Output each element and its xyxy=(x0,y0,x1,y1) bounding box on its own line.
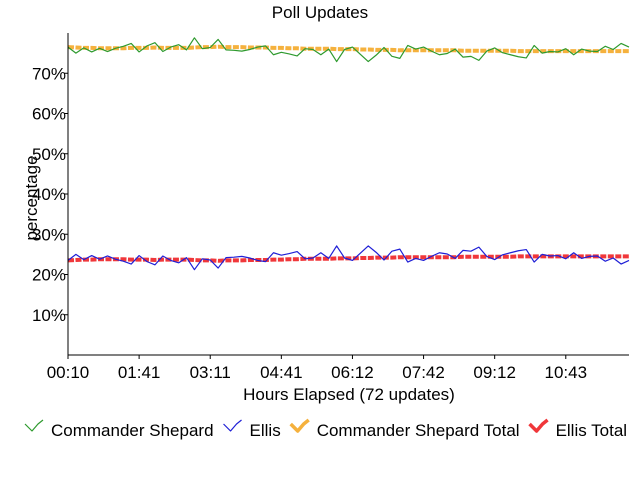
x-tick-label: 03:11 xyxy=(190,363,231,382)
legend-swatch-0 xyxy=(24,419,44,432)
legend-label-2: Commander Shepard Total xyxy=(317,421,520,440)
y-tick-label: 60% xyxy=(32,105,66,124)
x-tick-label: 07:42 xyxy=(402,363,445,382)
y-tick-label: 40% xyxy=(32,185,66,204)
chart-title: Poll Updates xyxy=(272,3,368,22)
x-tick-label: 06:12 xyxy=(331,363,374,382)
series-line-2 xyxy=(67,44,629,54)
x-tick-label: 01:41 xyxy=(118,363,161,382)
series-line-1 xyxy=(67,245,630,271)
legend-label-0: Commander Shepard xyxy=(51,421,214,440)
y-tick-label: 20% xyxy=(32,266,66,285)
x-axis-label: Hours Elapsed (72 updates) xyxy=(243,385,455,404)
legend-swatch-1 xyxy=(223,419,242,432)
legend-swatch-3 xyxy=(528,418,549,433)
series-line-0 xyxy=(67,37,630,63)
x-tick-label: 00:10 xyxy=(47,363,90,382)
y-axis-ticks: 10% 20% 30% 40% 50% 60% 70% xyxy=(32,64,68,325)
y-tick-label: 70% xyxy=(32,64,66,83)
y-axis-label: percentage xyxy=(22,155,41,240)
legend-label-3: Ellis Total xyxy=(556,421,628,440)
x-tick-label: 04:41 xyxy=(260,363,303,382)
y-tick-label: 50% xyxy=(32,145,66,164)
x-tick-label: 10:43 xyxy=(545,363,588,382)
series-layer xyxy=(67,37,630,271)
x-tick-label: 09:12 xyxy=(473,363,516,382)
legend-swatch-2 xyxy=(289,418,310,433)
x-axis-ticks: 00:10 01:41 03:11 04:41 06:12 07:42 09:12 10:43 xyxy=(47,355,587,382)
y-tick-label: 30% xyxy=(32,225,66,244)
legend-label-1: Ellis xyxy=(250,421,281,440)
y-tick-label: 10% xyxy=(32,306,66,325)
legend: Commander Shepard Ellis Commander Shepard … xyxy=(24,418,628,440)
series-line-3 xyxy=(67,254,629,263)
